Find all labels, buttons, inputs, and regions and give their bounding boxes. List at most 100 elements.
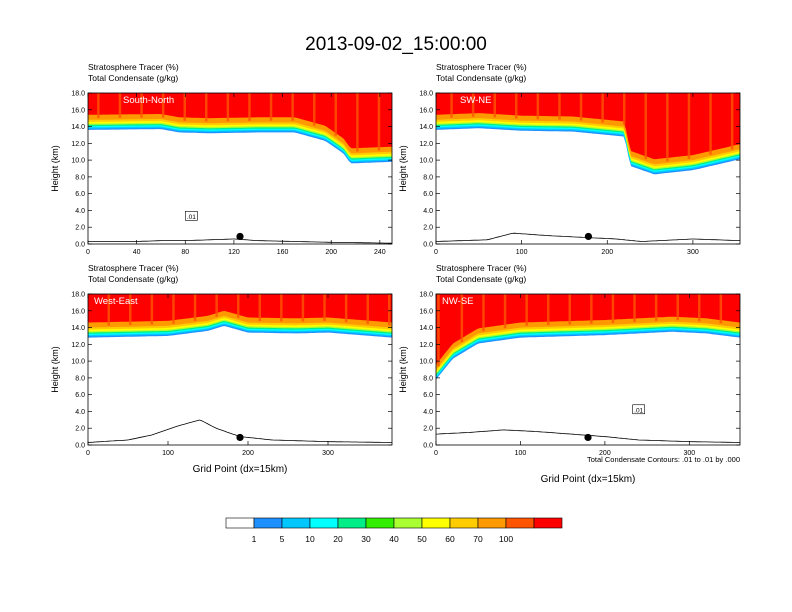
panel-title-line1: Stratosphere Tracer (%) [436, 62, 527, 72]
chart-panel: 0.0 2.0 4.0 6.0 8.0 10.0 12.0 14.0 16.0 18.0 0 100 2… [398, 62, 741, 256]
y-tick-label: 8.0 [423, 375, 433, 382]
x-tick-label: 300 [683, 450, 695, 457]
colorbar-label: 70 [473, 534, 483, 544]
y-tick-label: 14.0 [419, 124, 433, 131]
tracer-field [436, 93, 740, 244]
panel-title-line2: Total Condensate (g/kg) [88, 274, 178, 284]
tracer-streak [601, 93, 604, 123]
colorbar-label: 100 [499, 534, 513, 544]
section-label: West-East [94, 296, 138, 307]
tracer-streak [205, 93, 208, 122]
y-tick-label: 2.0 [423, 225, 433, 232]
y-tick-label: 6.0 [75, 191, 85, 198]
plot-frame [87, 293, 393, 446]
tracer-streak [719, 294, 723, 324]
tracer-streak [482, 294, 485, 332]
x-tick-label: 300 [687, 249, 699, 256]
y-tick-label: 14.0 [71, 325, 85, 332]
tracer-streak [269, 93, 273, 121]
tracer-streak [503, 294, 507, 329]
y-tick-label: 18.0 [419, 292, 433, 299]
x-tick-label: 200 [601, 249, 613, 256]
x-tick-label: 200 [242, 450, 254, 457]
panel-title-line2: Total Condensate (g/kg) [436, 274, 526, 284]
y-tick-label: 0.0 [75, 242, 85, 249]
tracer-streak [536, 93, 540, 120]
tracer-streak [730, 93, 734, 150]
tracer-streak [226, 93, 230, 122]
colorbar-swatch [421, 517, 451, 529]
location-marker [236, 232, 244, 241]
tracer-streak [590, 294, 593, 324]
y-tick-label: 10.0 [71, 158, 85, 165]
x-tick-label: 0 [86, 450, 90, 457]
y-axis-label: Height (km) [50, 145, 60, 192]
y-tick-label: 12.0 [419, 342, 433, 349]
y-tick-label: 16.0 [71, 308, 85, 315]
tracer-streak [698, 294, 701, 322]
tracer-streak [334, 93, 337, 136]
tracer-streak [323, 294, 326, 321]
x-tick-label: 40 [133, 249, 141, 256]
tracer-layer-core [436, 294, 740, 365]
contour-label: .01 [634, 407, 643, 414]
y-tick-label: 8.0 [423, 174, 433, 181]
y-tick-label: 14.0 [71, 124, 85, 131]
panel-title-line1: Stratosphere Tracer (%) [88, 263, 179, 273]
y-tick-label: 12.0 [71, 141, 85, 148]
section-label: SW-NE [460, 95, 492, 106]
tracer-layer-core [88, 294, 392, 323]
y-tick-label: 12.0 [419, 141, 433, 148]
tracer-streak [460, 294, 464, 343]
colorbar-swatch [393, 517, 423, 529]
y-tick-label: 10.0 [419, 158, 433, 165]
tracer-streak [215, 294, 218, 317]
chart-panel: .01 0.0 2.0 4.0 6.0 8.0 10.0 12.0 14.0 16.0 18.0 0 1… [398, 263, 741, 485]
tracer-streak [654, 294, 658, 321]
contour-note: Total Condensate Contours: .01 to .01 by… [587, 455, 740, 464]
contour-label: .01 [187, 214, 196, 221]
y-tick-label: 12.0 [71, 342, 85, 349]
y-tick-label: 0.0 [75, 443, 85, 450]
y-tick-label: 6.0 [75, 392, 85, 399]
tracer-streak [493, 93, 496, 118]
x-tick-label: 100 [515, 450, 527, 457]
panel-title-line2: Total Condensate (g/kg) [88, 73, 178, 83]
chart-panel: 0.0 2.0 4.0 6.0 8.0 10.0 12.0 14.0 16.0 18.0 0 100 2… [50, 263, 393, 475]
x-tick-label: 100 [516, 249, 528, 256]
x-tick-label: 0 [86, 249, 90, 256]
tracer-streak [579, 93, 583, 121]
tracer-streak [161, 93, 165, 118]
x-tick-label: 100 [162, 450, 174, 457]
y-axis-label: Height (km) [398, 145, 408, 192]
tracer-streak [437, 294, 440, 367]
tracer-streak [366, 294, 369, 324]
colorbar-label: 1 [252, 534, 257, 544]
section-label: South-North [123, 95, 174, 106]
tracer-streak [344, 294, 348, 323]
x-tick-label: 160 [277, 249, 289, 256]
colorbar-label: 10 [305, 534, 315, 544]
colorbar-swatch [365, 517, 395, 529]
x-tick-label: 80 [181, 249, 189, 256]
tracer-streak [568, 294, 571, 325]
y-tick-label: 4.0 [75, 208, 85, 215]
tracer-streak [140, 93, 143, 118]
y-axis-label: Height (km) [50, 346, 60, 393]
panel-title-line1: Stratosphere Tracer (%) [88, 62, 179, 72]
colorbar-swatch [309, 517, 339, 529]
tracer-streak [515, 93, 518, 119]
tracer-field [88, 93, 392, 244]
x-tick-label: 300 [322, 450, 334, 457]
x-axis-label: Grid Point (dx=15km) [541, 474, 636, 485]
y-tick-label: 2.0 [423, 426, 433, 433]
tracer-streak [633, 294, 636, 322]
tracer-streak [248, 93, 251, 121]
x-tick-label: 120 [228, 249, 240, 256]
y-tick-label: 8.0 [75, 375, 85, 382]
colorbar-swatch [533, 517, 563, 529]
tracer-streak [525, 294, 528, 326]
tracer-streak [450, 93, 453, 118]
